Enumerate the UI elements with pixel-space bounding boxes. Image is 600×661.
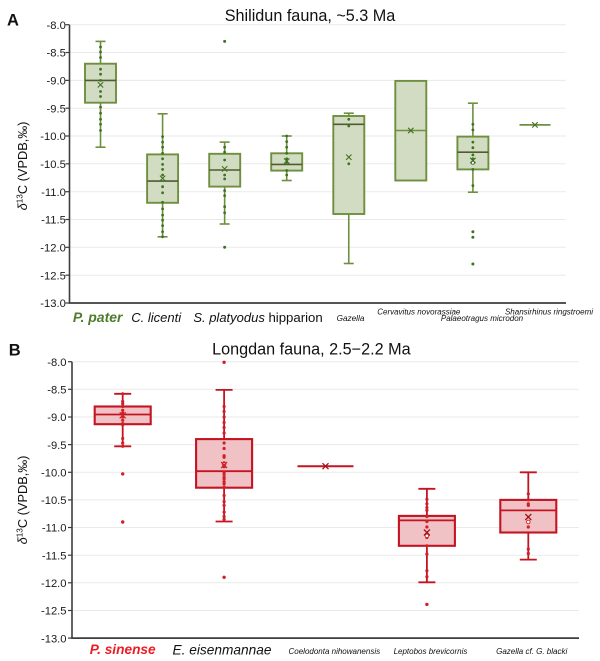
svg-text:-10.0: -10.0 [40,131,66,143]
svg-text:-8.0: -8.0 [47,357,66,369]
svg-text:B: B [9,342,21,360]
svg-text:-8.5: -8.5 [47,385,66,397]
svg-text:P. sinense: P. sinense [90,642,156,657]
svg-text:-10.5: -10.5 [41,495,67,507]
svg-text:-10.0: -10.0 [41,468,67,480]
svg-text:A: A [7,12,19,30]
svg-text:-12.5: -12.5 [40,270,66,282]
svg-text:-12.5: -12.5 [41,606,67,618]
svg-text:δ13C (VPDB,‰): δ13C (VPDB,‰) [15,122,30,211]
svg-text:E. eisenmannae: E. eisenmannae [173,642,272,657]
svg-text:Gazella cf. G. blacki: Gazella cf. G. blacki [496,647,567,656]
svg-text:C. licenti: C. licenti [131,310,182,325]
svg-text:Leptobos brevicornis: Leptobos brevicornis [394,647,468,656]
svg-text:-10.5: -10.5 [40,159,66,171]
svg-text:-12.0: -12.0 [40,243,66,255]
svg-text:-8.0: -8.0 [47,20,66,32]
svg-text:hipparion: hipparion [268,310,322,325]
svg-text:-9.0: -9.0 [47,412,66,424]
svg-text:-9.5: -9.5 [47,103,66,115]
svg-text:δ13C (VPDB,‰): δ13C (VPDB,‰) [15,456,30,545]
svg-text:Gazella: Gazella [337,314,365,323]
svg-text:Coelodonta nihowanensis: Coelodonta nihowanensis [288,647,380,656]
svg-text:-13.0: -13.0 [41,633,67,645]
svg-text:-9.5: -9.5 [47,440,66,452]
svg-text:S. platyodus: S. platyodus [193,310,265,325]
svg-text:Shansirhinus ringstroemi: Shansirhinus ringstroemi [505,308,593,317]
svg-text:-11.5: -11.5 [41,215,66,227]
svg-text:-8.5: -8.5 [47,48,66,60]
svg-text:-11.5: -11.5 [42,550,67,562]
svg-text:Shilidun fauna, ~5.3 Ma: Shilidun fauna, ~5.3 Ma [225,7,396,25]
svg-text:-9.0: -9.0 [47,76,66,88]
svg-text:-11.0: -11.0 [42,523,67,535]
svg-text:-11.0: -11.0 [41,187,66,199]
svg-text:Palaeotragus microdon: Palaeotragus microdon [441,314,524,323]
svg-text:Longdan fauna, 2.5−2.2 Ma: Longdan fauna, 2.5−2.2 Ma [212,341,410,359]
svg-text:P. pater: P. pater [73,309,124,325]
svg-text:Cervavitus novorassiae: Cervavitus novorassiae [377,308,461,317]
svg-text:-12.0: -12.0 [41,578,67,590]
svg-text:-13.0: -13.0 [40,298,66,310]
